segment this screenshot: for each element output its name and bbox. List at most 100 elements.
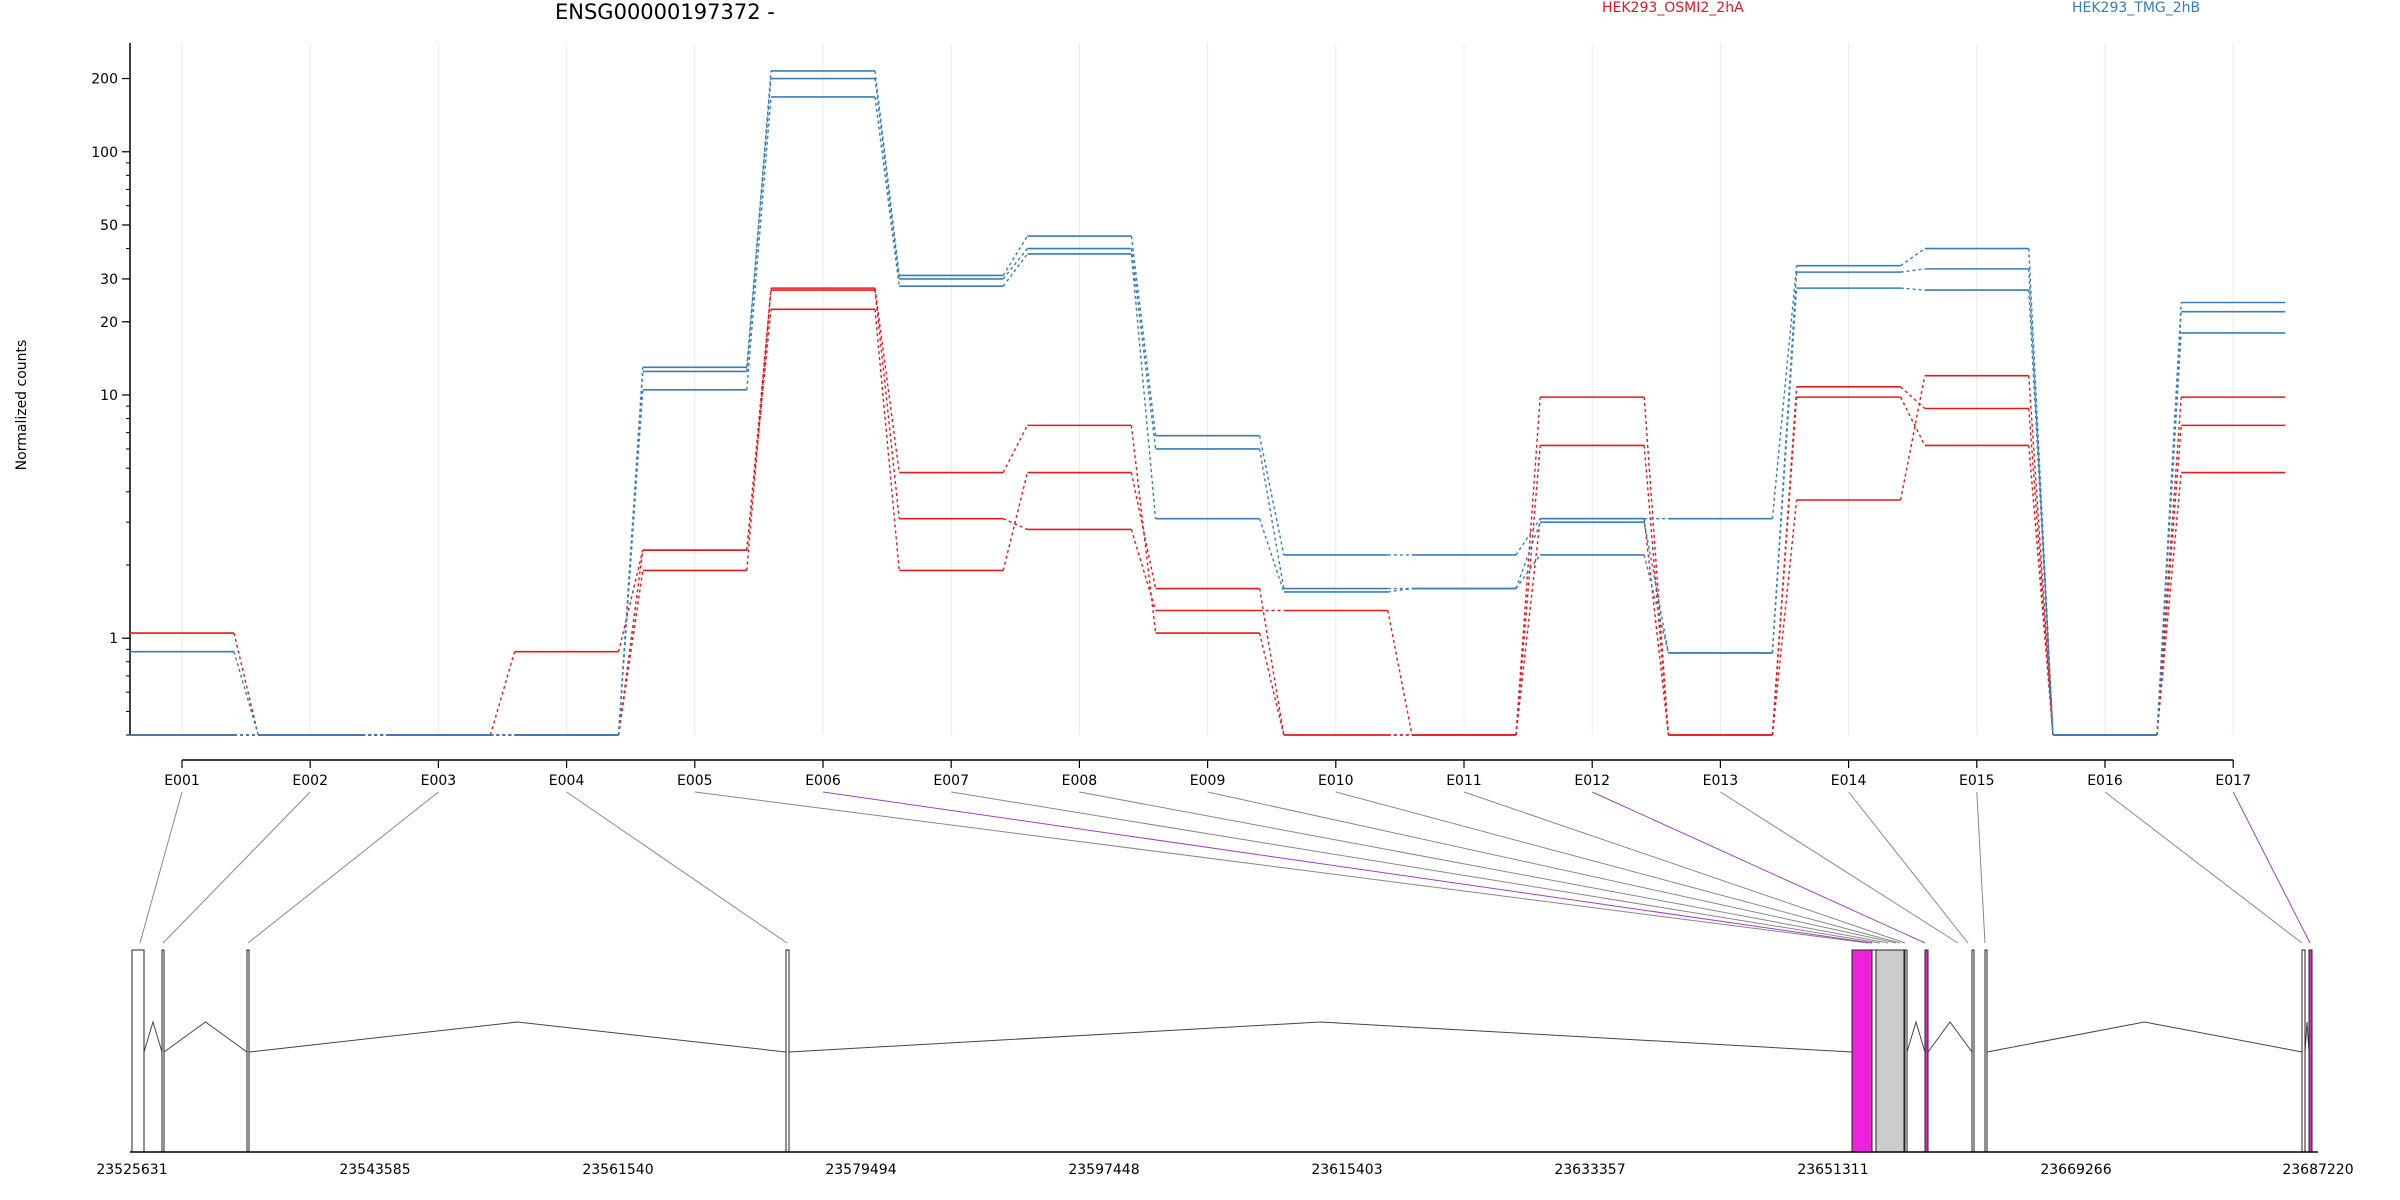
exon-connector bbox=[1591, 791, 1926, 944]
series-connector bbox=[1515, 554, 1541, 589]
series-connector bbox=[1130, 236, 1157, 436]
y-tick-label: 200 bbox=[91, 72, 118, 88]
exon-connector bbox=[2232, 791, 2311, 944]
x-tick-label-e007: E007 bbox=[933, 773, 969, 789]
y-tick-label: 30 bbox=[100, 272, 118, 288]
series-connector bbox=[617, 550, 644, 736]
legend-label-tmg: HEK293_TMG_2hB bbox=[2072, 0, 2201, 16]
series-connector bbox=[2156, 332, 2182, 736]
series-connector bbox=[746, 96, 772, 390]
series-connector bbox=[874, 96, 900, 287]
series-connector bbox=[1130, 425, 1157, 634]
series-connector bbox=[1643, 518, 1670, 736]
x-tick-label-e006: E006 bbox=[805, 773, 841, 789]
series-connector bbox=[1258, 518, 1285, 593]
series-connector bbox=[1002, 235, 1028, 276]
series-connector bbox=[1900, 247, 1926, 267]
exon-connector bbox=[1848, 791, 1969, 944]
genomic-tick-label: 23633357 bbox=[1554, 1162, 1625, 1178]
exon-box bbox=[1875, 949, 1905, 1153]
series-connector bbox=[746, 78, 772, 368]
x-tick-label-e010: E010 bbox=[1318, 773, 1354, 789]
exon-box bbox=[161, 949, 165, 1153]
exon-connector bbox=[1207, 791, 1897, 944]
x-tick-label-e017: E017 bbox=[2215, 773, 2251, 789]
series-connector bbox=[1258, 448, 1285, 589]
genomic-tick-label: 23615403 bbox=[1311, 1162, 1382, 1178]
series-connector bbox=[2028, 408, 2054, 736]
series-connector bbox=[1900, 268, 1925, 273]
series-connector bbox=[1643, 554, 1670, 654]
y-tick-label: 50 bbox=[100, 218, 118, 234]
series-connector bbox=[1130, 253, 1157, 519]
series-connector bbox=[1258, 632, 1285, 736]
series-connector bbox=[1643, 397, 1670, 736]
x-tick-label-e002: E002 bbox=[292, 773, 328, 789]
series-connector bbox=[2028, 290, 2054, 736]
x-tick-label-e011: E011 bbox=[1446, 773, 1482, 789]
y-tick-label: 10 bbox=[100, 388, 118, 404]
series-connector bbox=[1899, 375, 1926, 501]
exon-connector bbox=[822, 791, 1873, 944]
series-connector bbox=[1771, 265, 1798, 519]
x-tick-label-e003: E003 bbox=[421, 773, 457, 789]
series-connector bbox=[617, 570, 644, 736]
exon-connector bbox=[2104, 791, 2303, 944]
y-tick-label: 100 bbox=[91, 145, 118, 161]
x-tick-label-e005: E005 bbox=[677, 773, 713, 789]
series-connector bbox=[1771, 499, 1798, 736]
genomic-tick-label: 23579494 bbox=[825, 1162, 896, 1178]
series-connector bbox=[874, 78, 900, 280]
exon-box bbox=[1971, 949, 1975, 1153]
genomic-tick-label: 23687220 bbox=[2282, 1162, 2353, 1178]
series-connector bbox=[874, 288, 900, 473]
series-connector bbox=[1258, 435, 1285, 556]
genomic-tick-label: 23597448 bbox=[1068, 1162, 1139, 1178]
series-connector bbox=[2028, 375, 2054, 736]
x-tick-label-e013: E013 bbox=[1703, 773, 1739, 789]
series-connector bbox=[874, 309, 900, 571]
x-tick-label-e001: E001 bbox=[164, 773, 200, 789]
intron-line bbox=[788, 1021, 1853, 1053]
series-connector bbox=[1515, 518, 1541, 736]
exon-box bbox=[2301, 949, 2306, 1153]
series-connector bbox=[1002, 248, 1028, 280]
series-connector bbox=[1002, 518, 1028, 531]
exon-box bbox=[246, 949, 250, 1153]
chart-title: ENSG00000197372 - bbox=[555, 0, 775, 24]
series-connector bbox=[874, 70, 900, 276]
series-connector bbox=[1771, 272, 1798, 653]
series-connector bbox=[1643, 445, 1670, 736]
exon-box bbox=[785, 949, 790, 1153]
series-connector bbox=[1130, 472, 1157, 589]
exon-box bbox=[1984, 949, 1988, 1153]
exon-box bbox=[1851, 949, 1873, 1153]
genomic-tick-label: 23669266 bbox=[2040, 1162, 2111, 1178]
exon-connector bbox=[1079, 791, 1889, 944]
series-connector bbox=[2156, 425, 2182, 736]
exon-connector bbox=[1335, 791, 1901, 944]
intron-line bbox=[1906, 1020, 1926, 1053]
exon-connector bbox=[1976, 791, 1986, 944]
exon-connector bbox=[247, 791, 439, 944]
genomic-tick-label: 23651311 bbox=[1797, 1162, 1868, 1178]
intron-line bbox=[143, 1020, 163, 1053]
exon-box bbox=[1871, 949, 1877, 1153]
series-connector bbox=[746, 288, 772, 571]
series-connector bbox=[617, 389, 644, 736]
series-connector bbox=[1515, 445, 1541, 736]
series-connector bbox=[2156, 472, 2182, 736]
y-tick-label: 1 bbox=[109, 631, 118, 647]
exon-connector bbox=[1463, 791, 1906, 944]
genomic-tick-label: 23561540 bbox=[582, 1162, 653, 1178]
genomic-tick-label: 23525631 bbox=[96, 1162, 167, 1178]
x-tick-label-e014: E014 bbox=[1831, 773, 1867, 789]
series-connector bbox=[1515, 518, 1541, 556]
intron-line bbox=[1986, 1021, 2303, 1053]
series-connector bbox=[1771, 386, 1798, 736]
x-tick-label-e008: E008 bbox=[1062, 773, 1098, 789]
y-tick-label: 20 bbox=[100, 315, 118, 331]
series-connector bbox=[1258, 588, 1285, 736]
legend-label-osmi2: HEK293_OSMI2_2hA bbox=[1602, 0, 1744, 16]
